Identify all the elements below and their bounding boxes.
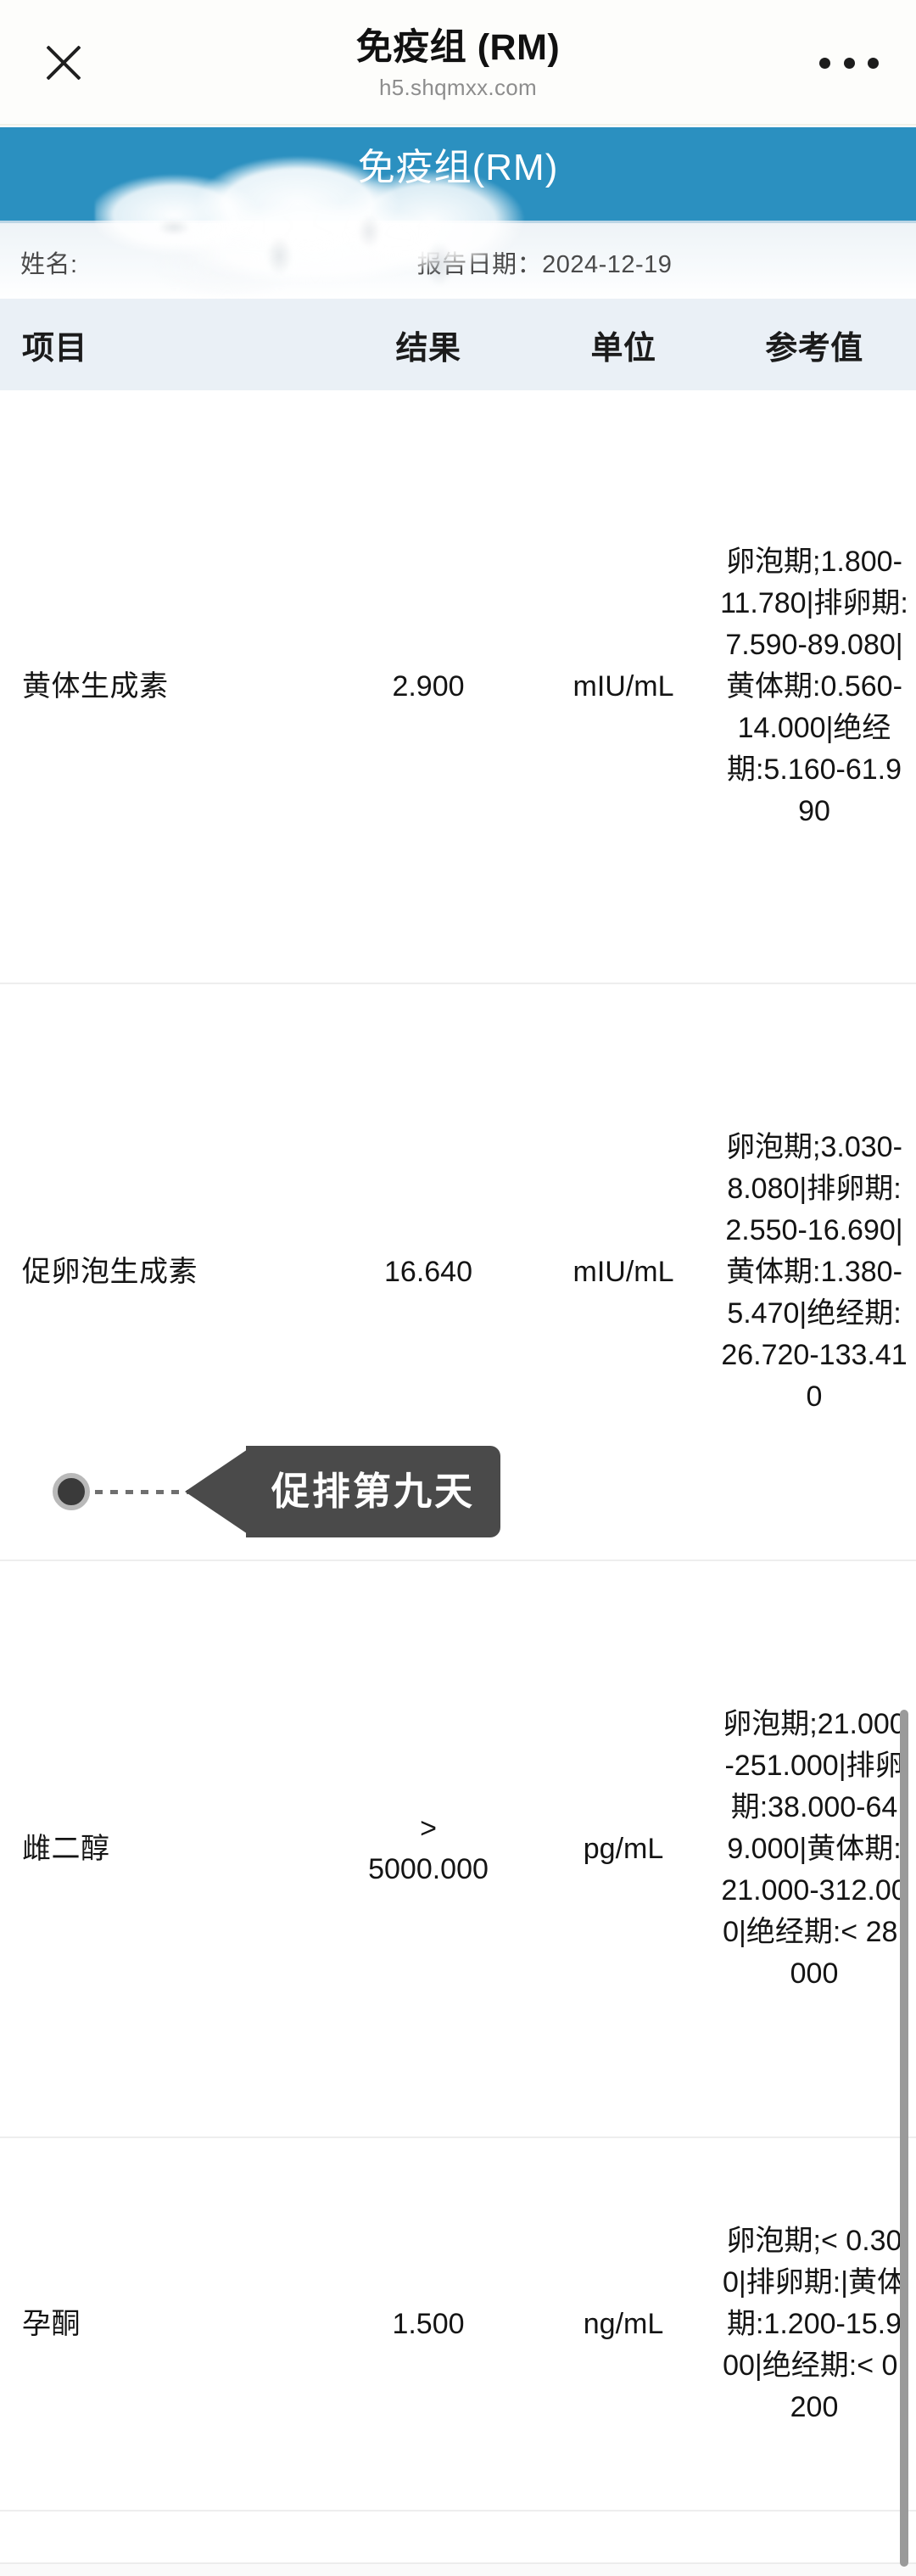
cell-reference: 卵泡期;3.030-8.080|排卵期:2.550-16.690|黄体期:1.3… (721, 1130, 908, 1413)
table-row[interactable]: 雌二醇 > 5000.000 pg/mL 卵泡期;21.000-251.000|… (0, 1561, 916, 2138)
patient-info-row: 姓名: 报告日期：2024-12-19 (0, 221, 916, 299)
table-row[interactable]: 孕酮 1.500 ng/mL 卵泡期;< 0.300|排卵期:|黄体期:1.20… (0, 2138, 916, 2512)
cell-reference: 卵泡期;< 0.300|排卵期:|黄体期:1.200-15.900|绝经期:< … (722, 2224, 907, 2423)
scrollbar-thumb[interactable] (900, 1710, 908, 2567)
table-row[interactable]: 促卵泡生成素 16.640 mIU/mL 卵泡期;3.030-8.080|排卵期… (0, 984, 916, 1561)
more-dot-1 (819, 57, 830, 69)
browser-title-block: 免疫组 (RM) h5.shqmxx.com (0, 24, 916, 102)
patient-name-label: 姓名: (20, 251, 78, 278)
column-header-reference: 参考值 (765, 330, 863, 367)
cell-unit: ng/mL (583, 2308, 664, 2340)
cell-reference: 卵泡期;1.800-11.780|排卵期:7.590-89.080|黄体期:0.… (720, 545, 908, 827)
column-header-item: 项目 (22, 330, 88, 367)
cell-result: > 5000.000 (368, 1812, 489, 1885)
browser-top-bar: 免疫组 (RM) h5.shqmxx.com (0, 0, 916, 126)
cell-unit: mIU/mL (572, 670, 674, 703)
cell-item: 孕酮 (22, 2308, 81, 2340)
cell-item: 促卵泡生成素 (22, 1256, 198, 1288)
column-header-unit: 单位 (590, 330, 656, 367)
patient-info-inner: 姓名: 报告日期：2024-12-19 (20, 223, 672, 301)
cell-result: 2.900 (392, 670, 465, 703)
report-date: 报告日期：2024-12-19 (416, 251, 673, 278)
scrollbar[interactable] (900, 1710, 908, 2567)
more-dot-2 (843, 57, 855, 69)
page-url: h5.shqmxx.com (379, 75, 537, 100)
table-header-row: 项目 结果 单位 参考值 (0, 299, 916, 390)
cell-result: 16.640 (384, 1256, 472, 1288)
cell-unit: mIU/mL (572, 1256, 674, 1288)
page-bottom-edge (0, 2562, 916, 2576)
report-banner-title: 免疫组(RM) (357, 147, 559, 188)
cell-result: 1.500 (392, 2308, 465, 2340)
more-dot-3 (868, 57, 879, 69)
table-row[interactable]: 黄体生成素 2.900 mIU/mL 卵泡期;1.800-11.780|排卵期:… (0, 390, 916, 984)
cell-item: 黄体生成素 (22, 670, 169, 703)
cell-item: 雌二醇 (22, 1833, 110, 1865)
results-table: 项目 结果 单位 参考值 黄体生成素 2.900 mIU/mL 卵泡期;1.80… (0, 299, 916, 2512)
more-options-icon[interactable] (819, 53, 879, 73)
page-title: 免疫组 (RM) (355, 27, 561, 68)
report-banner: 免疫组(RM) (0, 127, 916, 221)
cell-reference: 卵泡期;21.000-251.000|排卵期:38.000-649.000|黄体… (721, 1707, 908, 1990)
cell-unit: pg/mL (583, 1833, 664, 1865)
column-header-result: 结果 (395, 330, 461, 367)
